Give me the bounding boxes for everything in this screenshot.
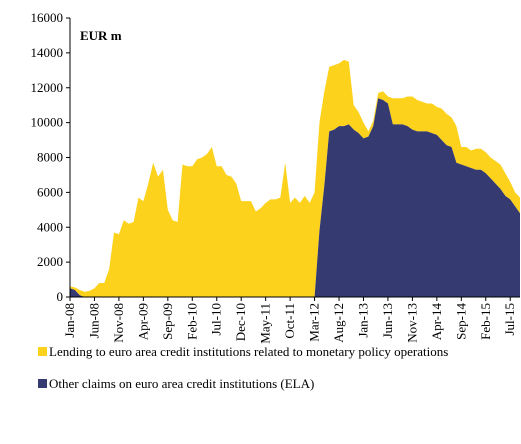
area [70, 59, 520, 297]
legend-swatch [38, 379, 47, 388]
x-tick-label: Jun-08 [86, 303, 101, 338]
y-tick-label: 0 [57, 289, 64, 304]
x-tick-label: Sep-09 [160, 303, 175, 340]
y-tick-label: 10000 [31, 115, 64, 130]
legend-label: Lending to euro area credit institutions… [49, 344, 449, 359]
x-tick-label: Apr-09 [135, 303, 150, 340]
legend-item: Other claims on euro area credit institu… [38, 375, 508, 393]
x-tick-label: Nov-13 [404, 303, 419, 343]
y-tick-label: 16000 [31, 10, 64, 25]
x-tick-label: Oct-11 [282, 303, 297, 339]
y-tick-label: 2000 [37, 254, 63, 269]
legend-swatch [38, 347, 47, 356]
x-tick-label: Mar-12 [307, 303, 322, 342]
x-tick-label: Jul-10 [209, 303, 224, 336]
x-tick-label: Jan-08 [62, 303, 77, 338]
x-tick-label: Jul-15 [502, 303, 517, 336]
x-tick-label: Jan-13 [355, 303, 370, 338]
y-tick-label: 8000 [37, 150, 63, 165]
y-tick-label: 4000 [37, 219, 63, 234]
legend: Lending to euro area credit institutions… [38, 343, 508, 393]
legend-label: Other claims on euro area credit institu… [49, 376, 315, 391]
x-tick-label: Sep-14 [453, 303, 468, 340]
x-tick-label: Nov-08 [111, 303, 126, 343]
x-tick-label: Dec-10 [233, 303, 248, 341]
x-tick-label: Apr-14 [429, 303, 444, 341]
y-tick-label: 12000 [31, 80, 64, 95]
x-tick-label: Aug-12 [331, 303, 346, 343]
x-tick-label: Feb-15 [478, 303, 493, 340]
area [70, 98, 520, 298]
y-tick-label: 14000 [31, 45, 64, 60]
x-tick-label: Feb-10 [184, 303, 199, 340]
x-tick-label: Jun-13 [380, 303, 395, 338]
y-tick-label: 6000 [37, 184, 63, 199]
legend-item: Lending to euro area credit institutions… [38, 343, 508, 361]
unit-label: EUR m [80, 28, 122, 43]
x-tick-label: May-11 [258, 303, 273, 344]
